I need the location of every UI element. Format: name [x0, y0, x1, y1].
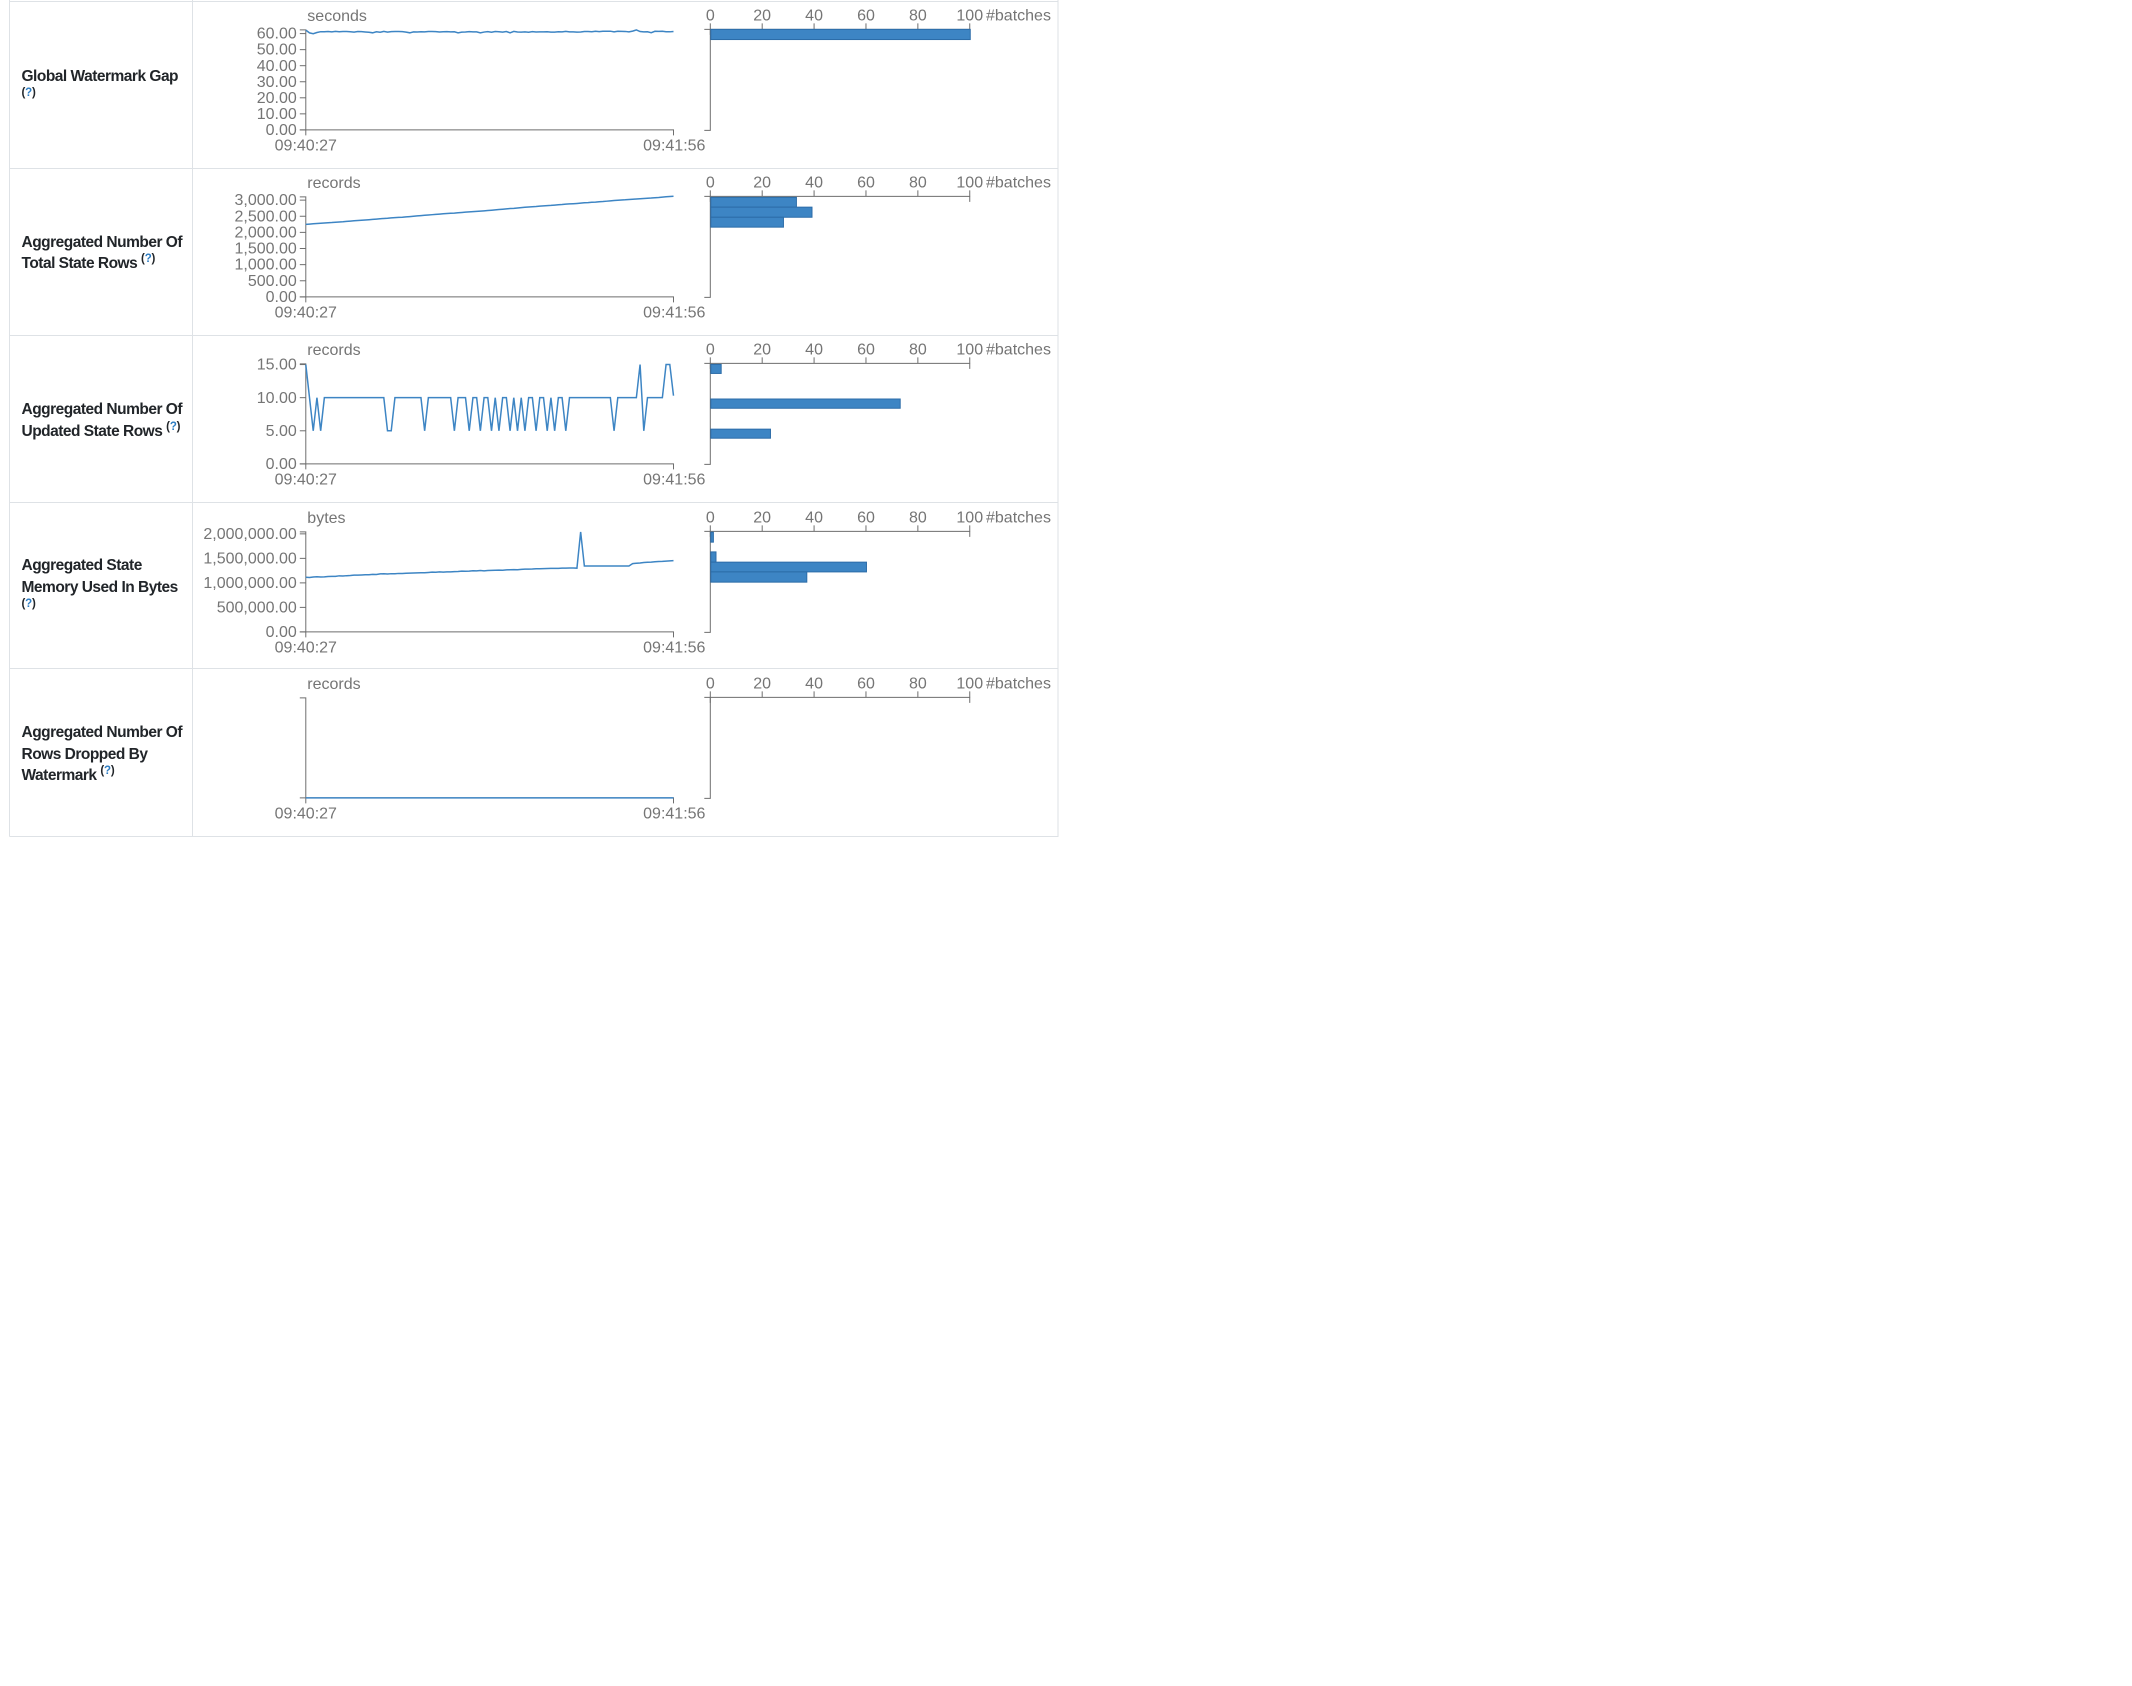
svg-text:1,000,000.00: 1,000,000.00	[203, 575, 297, 592]
svg-text:2,500.00: 2,500.00	[235, 208, 297, 225]
svg-text:#batches: #batches	[986, 7, 1051, 24]
svg-text:60: 60	[857, 174, 875, 191]
svg-text:80: 80	[909, 509, 927, 526]
svg-text:1,000.00: 1,000.00	[235, 257, 297, 274]
svg-text:#batches: #batches	[986, 174, 1051, 191]
svg-text:10.00: 10.00	[257, 390, 297, 407]
svg-text:2,000.00: 2,000.00	[235, 224, 297, 241]
svg-text:100: 100	[956, 509, 983, 526]
svg-text:0: 0	[706, 174, 715, 191]
svg-text:2,000,000.00: 2,000,000.00	[203, 526, 297, 543]
svg-text:0: 0	[706, 7, 715, 24]
svg-text:20: 20	[753, 509, 771, 526]
svg-text:#batches: #batches	[986, 341, 1051, 358]
svg-text:60: 60	[857, 509, 875, 526]
svg-text:records: records	[307, 175, 360, 192]
svg-text:records: records	[307, 342, 360, 359]
svg-text:40: 40	[805, 509, 823, 526]
svg-text:60: 60	[857, 7, 875, 24]
svg-text:500,000.00: 500,000.00	[217, 599, 297, 616]
svg-text:100: 100	[956, 341, 983, 358]
svg-text:09:40:27: 09:40:27	[275, 137, 337, 154]
svg-text:0: 0	[706, 509, 715, 526]
svg-text:10.00: 10.00	[257, 106, 297, 123]
svg-text:100: 100	[956, 7, 983, 24]
svg-text:100: 100	[956, 174, 983, 191]
svg-text:80: 80	[909, 341, 927, 358]
svg-text:09:41:56: 09:41:56	[643, 304, 705, 321]
svg-text:bytes: bytes	[307, 510, 345, 527]
svg-text:09:40:27: 09:40:27	[275, 471, 337, 488]
svg-text:40: 40	[805, 675, 823, 692]
svg-text:100: 100	[956, 675, 983, 692]
svg-text:60: 60	[857, 675, 875, 692]
svg-text:09:40:27: 09:40:27	[275, 304, 337, 321]
svg-text:20: 20	[753, 174, 771, 191]
svg-text:09:40:27: 09:40:27	[275, 639, 337, 656]
svg-text:0.00: 0.00	[266, 624, 297, 641]
svg-text:0: 0	[706, 675, 715, 692]
svg-text:40: 40	[805, 341, 823, 358]
svg-text:80: 80	[909, 675, 927, 692]
svg-text:40.00: 40.00	[257, 58, 297, 75]
svg-text:09:41:56: 09:41:56	[643, 639, 705, 656]
svg-text:5.00: 5.00	[266, 423, 297, 440]
svg-text:50.00: 50.00	[257, 42, 297, 59]
svg-text:500.00: 500.00	[248, 273, 297, 290]
svg-text:20: 20	[753, 675, 771, 692]
svg-text:0.00: 0.00	[266, 456, 297, 473]
svg-text:80: 80	[909, 174, 927, 191]
svg-text:09:41:56: 09:41:56	[643, 805, 705, 822]
svg-text:15.00: 15.00	[257, 357, 297, 374]
svg-text:#batches: #batches	[986, 675, 1051, 692]
svg-text:30.00: 30.00	[257, 74, 297, 91]
svg-text:#batches: #batches	[986, 509, 1051, 526]
svg-text:1,500.00: 1,500.00	[235, 241, 297, 258]
svg-text:0: 0	[706, 341, 715, 358]
svg-text:0.00: 0.00	[266, 122, 297, 139]
svg-text:40: 40	[805, 7, 823, 24]
svg-text:1,500,000.00: 1,500,000.00	[203, 550, 297, 567]
svg-text:3,000.00: 3,000.00	[235, 192, 297, 209]
svg-text:09:41:56: 09:41:56	[643, 137, 705, 154]
svg-text:80: 80	[909, 7, 927, 24]
svg-text:20: 20	[753, 341, 771, 358]
svg-text:20.00: 20.00	[257, 90, 297, 107]
svg-text:records: records	[307, 676, 360, 693]
svg-text:60: 60	[857, 341, 875, 358]
svg-text:40: 40	[805, 174, 823, 191]
svg-text:09:40:27: 09:40:27	[275, 805, 337, 822]
svg-text:09:41:56: 09:41:56	[643, 471, 705, 488]
svg-text:60.00: 60.00	[257, 26, 297, 43]
svg-text:0.00: 0.00	[266, 289, 297, 306]
svg-text:20: 20	[753, 7, 771, 24]
svg-text:seconds: seconds	[307, 8, 367, 25]
